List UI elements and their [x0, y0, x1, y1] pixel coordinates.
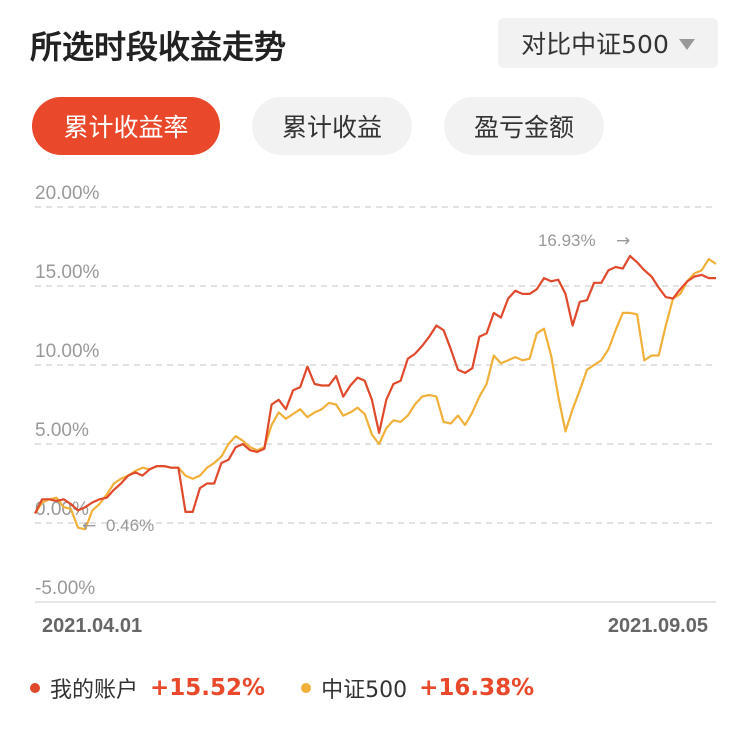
- y-tick-label: 15.00%: [35, 262, 100, 283]
- chevron-down-icon: [678, 39, 695, 50]
- series-line-my-account: [34, 254, 716, 514]
- y-tick-label: 10.00%: [35, 341, 100, 362]
- legend-dot-icon: [301, 683, 312, 693]
- tab-profit-loss-amount[interactable]: 盈亏金额: [444, 97, 604, 155]
- series-line-csi500: [34, 258, 717, 531]
- tab-label: 累计收益率: [63, 113, 189, 142]
- legend-item-my-account: 我的账户 +15.52%: [30, 672, 265, 704]
- compare-index-dropdown[interactable]: 对比中证500: [498, 18, 718, 68]
- y-tick-label: 5.00%: [35, 420, 89, 441]
- page-title: 所选时段收益走势: [30, 28, 287, 66]
- compare-index-label: 对比中证500: [521, 30, 669, 59]
- x-end-label: 2021.09.05: [608, 615, 708, 637]
- legend-series-value: +16.38%: [419, 675, 535, 701]
- arrow-left-icon: ←: [82, 516, 96, 536]
- x-start-label: 2021.04.01: [42, 615, 142, 637]
- y-tick-label: 0.00%: [35, 499, 89, 520]
- arrow-right-icon: →: [616, 231, 630, 251]
- y-tick-label: 20.00%: [35, 183, 100, 204]
- tab-cumulative-return[interactable]: 累计收益: [252, 97, 412, 155]
- legend-item-csi500: 中证500 +16.38%: [301, 672, 534, 704]
- legend-series-value: +15.52%: [150, 675, 266, 701]
- legend-series-name: 我的账户: [50, 678, 139, 703]
- legend-series-name: 中证500: [321, 678, 408, 703]
- chart-legend: 我的账户 +15.52% 中证500 +16.38%: [30, 672, 534, 704]
- y-tick-label: -5.00%: [35, 578, 95, 599]
- tab-label: 累计收益: [281, 113, 382, 142]
- max-value-annotation: 16.93%: [538, 231, 596, 250]
- legend-dot-icon: [30, 683, 40, 693]
- min-value-annotation: 0.46%: [106, 516, 154, 535]
- tab-label: 盈亏金额: [473, 113, 574, 142]
- tab-cumulative-return-rate[interactable]: 累计收益率: [32, 97, 220, 155]
